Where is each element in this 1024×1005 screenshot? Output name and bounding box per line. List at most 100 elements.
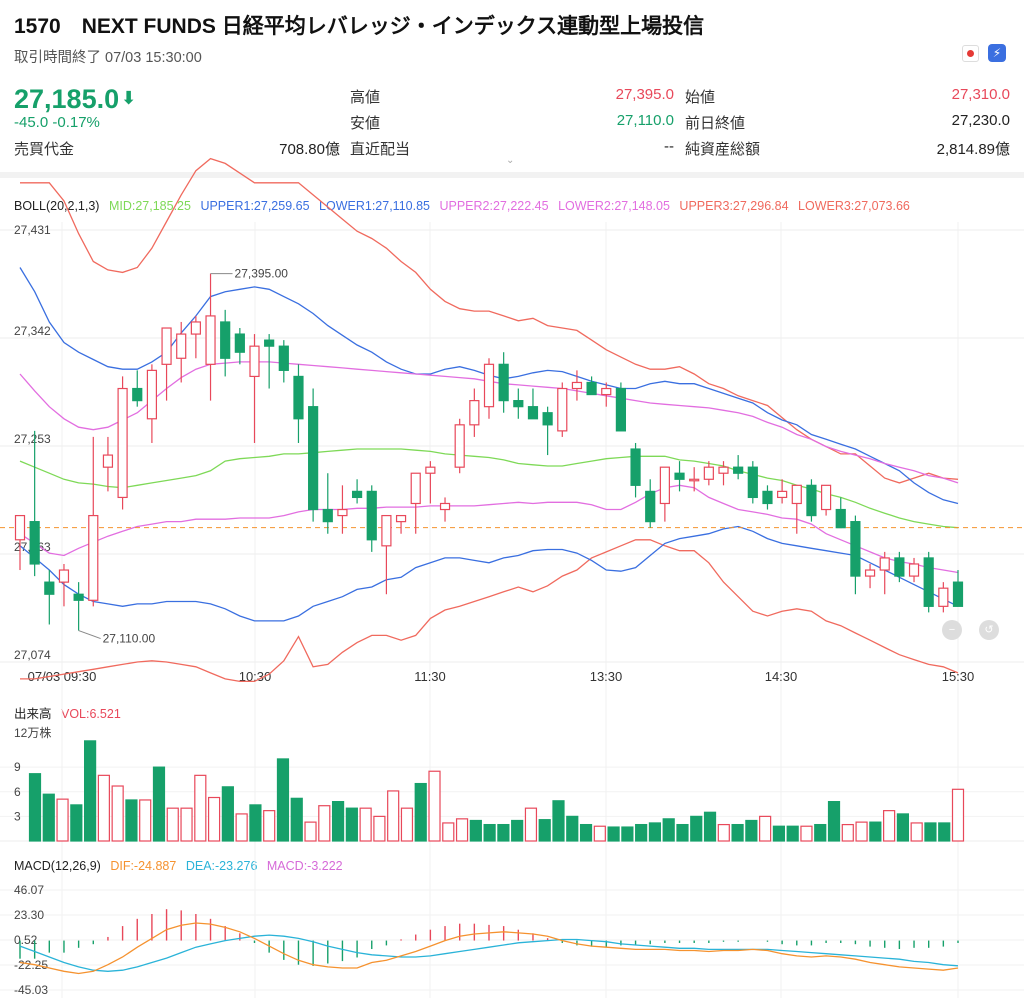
volume-bar [111,785,124,842]
candle-body [161,327,172,365]
candle-body [454,424,465,468]
nav-value: 2,814.89億 [936,141,1010,158]
volume-bar [648,822,662,842]
volume-bar [938,822,951,842]
trade-value: 708.80億 [279,141,340,158]
macd-y-tick: 23.30 [14,908,44,922]
volume-bar [483,823,496,842]
candle-body [176,333,187,359]
volume-bar [883,810,896,842]
volume-bar [194,774,207,842]
volume-bar [827,801,841,842]
low-value: 27,110.0 [616,112,674,129]
prev-close-value: 27,230.0 [951,112,1010,129]
candle-body [117,387,128,499]
boll-mid: MID:27,185.25 [108,199,191,213]
candle-body [469,400,480,426]
boll-upper2: UPPER2:27,222.45 [439,199,549,213]
volume-bar [497,823,510,842]
volume-bar [951,788,965,842]
boll-upper3: UPPER3:27,296.84 [679,199,789,213]
volume-bar [180,807,193,842]
candle-body [718,466,729,474]
candle-body [293,375,304,420]
candle-body [410,472,421,505]
candle-body [571,381,583,390]
volume-bar [621,826,634,842]
volume-bar [607,826,620,842]
volume-bar [276,758,290,842]
candle-body [820,484,832,511]
volume-bar [869,821,882,842]
candle-body [674,472,685,480]
candle-body [73,593,84,601]
candle-body [894,557,905,577]
volume-bar [703,811,717,842]
candle-body [542,412,553,426]
volume-bar [42,793,55,842]
volume-bar [662,818,675,842]
prev-close-label: 前日終値 [685,115,746,132]
candle-body [777,490,788,499]
volume-bar [717,823,730,842]
volume-bar [139,799,152,842]
volume-bar [841,823,854,842]
section-divider [0,172,1024,178]
volume-bar [910,822,923,842]
bolt-icon[interactable]: ⚡ [988,44,1006,62]
volume-bar [304,821,317,842]
volume-bar [924,822,937,842]
candle-body [88,514,99,601]
volume-bar [414,782,427,842]
volume-bar [759,815,772,842]
time-axis-label: 10:30 [239,669,272,684]
volume-bar [373,815,386,842]
candle-body [308,406,319,511]
reset-view-icon[interactable]: ↺ [979,620,999,640]
japan-flag-icon [962,45,979,62]
candle-body [190,321,201,335]
volume-bar [235,813,248,842]
volume-bar [290,797,303,842]
candle-body [146,369,158,420]
volume-y-tick: 3 [14,809,21,823]
volume-bar [566,815,579,842]
volume-y-tick: 9 [14,760,21,774]
volume-bar [511,819,524,842]
volume-bar [318,805,331,842]
candle-body [747,466,758,499]
candle-body [205,315,216,365]
macd-dea: DEA:-23.276 [185,859,258,873]
high-label: 高値 [350,89,381,106]
price-y-tick: 27,253 [14,432,51,446]
low-annotation-leader [78,630,101,640]
macd-name: MACD(12,26,9) [14,859,101,873]
candle-body [264,339,275,347]
zoom-out-icon[interactable]: − [942,620,962,640]
open-label: 始値 [685,89,716,106]
volume-bar [263,810,276,842]
macd-y-tick: -45.03 [14,983,48,997]
volume-bar [552,800,565,842]
low-annotation: 27,110.00 [103,632,156,646]
candle-body [527,406,539,420]
expand-chevron-icon[interactable]: ⌄ [506,155,515,166]
candle-body [689,478,700,482]
boll-lower3: LOWER3:27,073.66 [798,199,910,213]
candle-body [835,508,846,529]
price-change: -45.0 -0.17% [14,114,100,131]
candle-body [601,387,612,396]
boll-upper3-line [20,157,959,484]
boll-legend: BOLL(20,2,1,3) MID:27,185.25 UPPER1:27,2… [14,199,916,213]
market-status: 取引時間終了 07/03 15:30:00 [14,50,202,66]
candle-body [879,557,890,571]
boll-upper1: UPPER1:27,259.65 [200,199,310,213]
candle-body [44,581,55,595]
boll-name: BOLL(20,2,1,3) [14,199,100,213]
candle-body [703,466,714,480]
candle-body [615,387,627,432]
price-y-tick: 27,074 [14,648,51,662]
volume-bar [249,804,262,842]
boll-lower1-line [19,525,959,622]
